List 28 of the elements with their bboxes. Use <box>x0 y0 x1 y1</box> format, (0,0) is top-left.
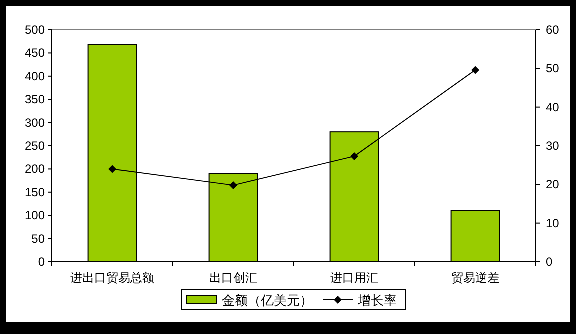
y-tick-label: 250 <box>24 139 46 153</box>
point <box>230 181 238 190</box>
x-tick-label: 贸易逆差 <box>452 271 500 285</box>
legend-label: 增长率 <box>357 293 397 308</box>
y-tick-label: 0 <box>38 255 46 269</box>
legend-label: 金额（亿美元） <box>222 293 313 308</box>
y2-tick-label: 60 <box>546 23 560 37</box>
y-tick-label: 300 <box>24 116 46 130</box>
y-tick-label: 200 <box>24 162 46 176</box>
y-tick-label: 400 <box>24 69 46 84</box>
y-tick-label: 150 <box>24 185 46 200</box>
point <box>472 66 480 74</box>
y2-tick-label: 40 <box>546 100 560 114</box>
y-tick-label: 100 <box>24 208 46 223</box>
y-tick-label: 50 <box>32 232 46 246</box>
x-tick-label: 出口创汇 <box>210 271 258 285</box>
y2-tick-label: 20 <box>546 178 560 192</box>
y-tick-label: 500 <box>24 23 46 37</box>
y2-tick-label: 30 <box>546 139 560 153</box>
point <box>108 165 116 174</box>
y-tick-label: 350 <box>24 92 46 107</box>
point <box>350 152 358 160</box>
y-tick-label: 450 <box>24 46 46 60</box>
x-tick-label: 进出口贸易总额 <box>70 271 154 285</box>
x-tick-label: 进口用汇 <box>330 271 378 285</box>
y2-tick-label: 0 <box>546 255 553 269</box>
y2-tick-label: 10 <box>546 216 560 230</box>
y2-tick-label: 50 <box>546 62 560 76</box>
